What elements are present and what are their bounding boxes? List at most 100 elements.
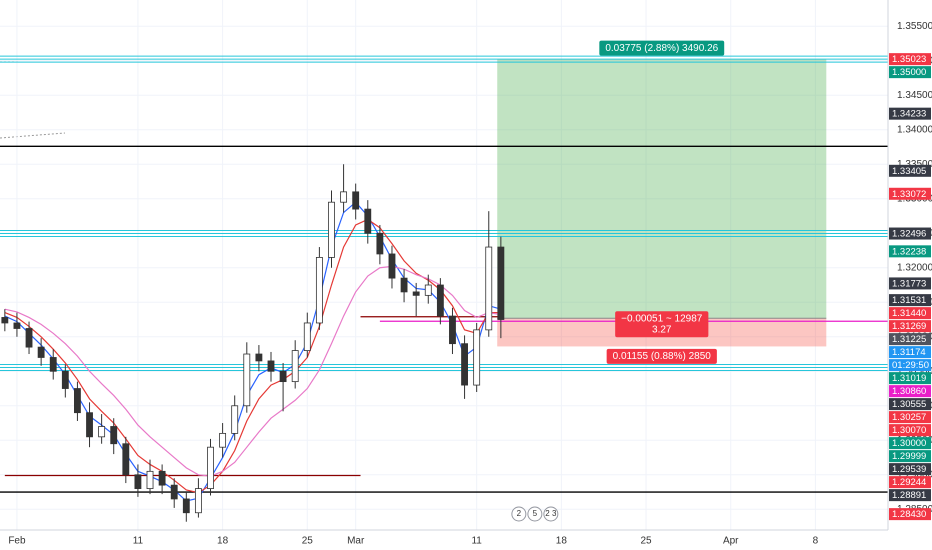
entry-label-text: −0.00051 ~ 12987 (621, 313, 703, 324)
x-tick-label: 8 (813, 536, 819, 547)
price-tag (889, 107, 931, 120)
time-axis (0, 530, 888, 550)
candle-body (182, 498, 190, 514)
event-icon (511, 506, 527, 522)
price-tag (889, 66, 931, 79)
candle-body (303, 322, 311, 351)
price-tag-label: 1.31531 (892, 295, 926, 306)
candle-body (315, 257, 323, 324)
candle-body (98, 426, 106, 438)
price-tag-label: 1.28891 (892, 490, 926, 501)
candle-body (352, 191, 360, 210)
price-tag (889, 437, 931, 450)
event-label: 2 3 (545, 509, 557, 518)
price-tag-label: 1.31225 (892, 334, 926, 345)
price-tag-label: 1.29244 (892, 477, 926, 488)
candle-body (122, 443, 130, 476)
price-tag (889, 227, 931, 240)
target-label-text: 0.03775 (2.88%) 3490.26 (605, 43, 718, 54)
event-icon (543, 506, 559, 522)
price-tag-label: 1.33405 (892, 166, 926, 177)
price-tag (889, 489, 931, 502)
y-tick-label: 1.35500 (897, 21, 932, 32)
x-tick-label: 25 (640, 536, 652, 547)
x-tick-label: 18 (556, 536, 568, 547)
price-tag-label: 1.34233 (892, 109, 926, 120)
target-label-bg (599, 40, 725, 56)
candle-body (376, 232, 384, 255)
candle-body (49, 357, 57, 372)
price-tag (889, 245, 931, 258)
price-tag-label: 1.28430 (892, 509, 926, 520)
candle-body (267, 360, 275, 372)
candle-body (61, 370, 69, 389)
countdown-tag (889, 359, 931, 372)
candle-body (461, 343, 468, 386)
price-tag (889, 164, 931, 177)
candle-body (473, 329, 481, 386)
x-tick-label: Mar (347, 536, 365, 547)
price-tag (889, 53, 931, 66)
price-tag-label: 1.33072 (892, 189, 926, 200)
plot-area: 0.03775 (2.88%) 3490.26 −0.00051 ~ 129873… (0, 0, 888, 530)
candle-body (207, 446, 214, 489)
countdown-label: 01:29:50 (892, 360, 929, 371)
candle-body (134, 474, 142, 489)
candle-body (497, 246, 505, 320)
candle-body (219, 432, 227, 448)
candle-body (279, 370, 287, 383)
candle-body (74, 388, 81, 414)
price-tag-label: 1.35000 (892, 67, 926, 78)
y-tick-label: 1.30500 (897, 366, 932, 377)
price-tag (889, 187, 931, 200)
candle-body (449, 315, 456, 345)
price-tag-label: 1.35023 (892, 54, 926, 65)
candle-body (1, 317, 9, 324)
price-tag (889, 450, 931, 463)
moving-average (4, 265, 501, 477)
candle-body (25, 328, 33, 348)
candle-body (86, 412, 93, 438)
candle-body (37, 346, 45, 358)
y-tick-label: 1.34500 (897, 90, 932, 101)
price-tag-label: 1.31440 (892, 308, 926, 319)
x-tick-label: 18 (217, 536, 229, 547)
price-tag-label: 1.29539 (892, 464, 926, 475)
x-tick-label: Feb (8, 536, 26, 547)
price-tag-label: 1.30000 (892, 438, 926, 449)
event-label: 5 (533, 509, 538, 518)
price-tag-label: 1.31174 (892, 347, 926, 358)
candle-body (424, 284, 432, 296)
price-tag-label: 1.29999 (892, 451, 926, 462)
candle-body (485, 246, 493, 331)
price-tag (889, 385, 931, 398)
candle-body (243, 353, 251, 407)
price-tag (889, 277, 931, 290)
x-tick-label: 25 (302, 536, 314, 547)
price-tag-label: 1.30555 (892, 399, 926, 410)
price-tag (889, 508, 931, 521)
stop-label-bg (606, 348, 717, 364)
candle-body (110, 426, 118, 445)
candle-body (231, 405, 239, 434)
x-tick-label: 11 (471, 536, 482, 547)
candle-body (170, 484, 178, 500)
price-tag-label: 1.32238 (892, 246, 926, 257)
price-tag (889, 346, 931, 359)
price-tag (889, 294, 931, 307)
axes: 1.285001.290001.295001.300001.305001.310… (8, 21, 932, 547)
candle-body (328, 201, 335, 258)
event-icon (527, 506, 543, 522)
candle-body (340, 191, 348, 203)
price-tag-label: 1.31773 (892, 278, 926, 289)
candle-body (255, 353, 263, 362)
target-label: 0.03775 (2.88%) 3490.26 (599, 40, 725, 56)
candle-body (364, 208, 372, 234)
dotted-drawing (0, 132, 66, 139)
target-zone (497, 59, 827, 319)
y-tick-label: 1.32000 (897, 262, 932, 273)
stop-label-text: 0.01155 (0.88%) 2850 (613, 351, 712, 362)
price-tag-label: 1.32496 (892, 229, 926, 240)
